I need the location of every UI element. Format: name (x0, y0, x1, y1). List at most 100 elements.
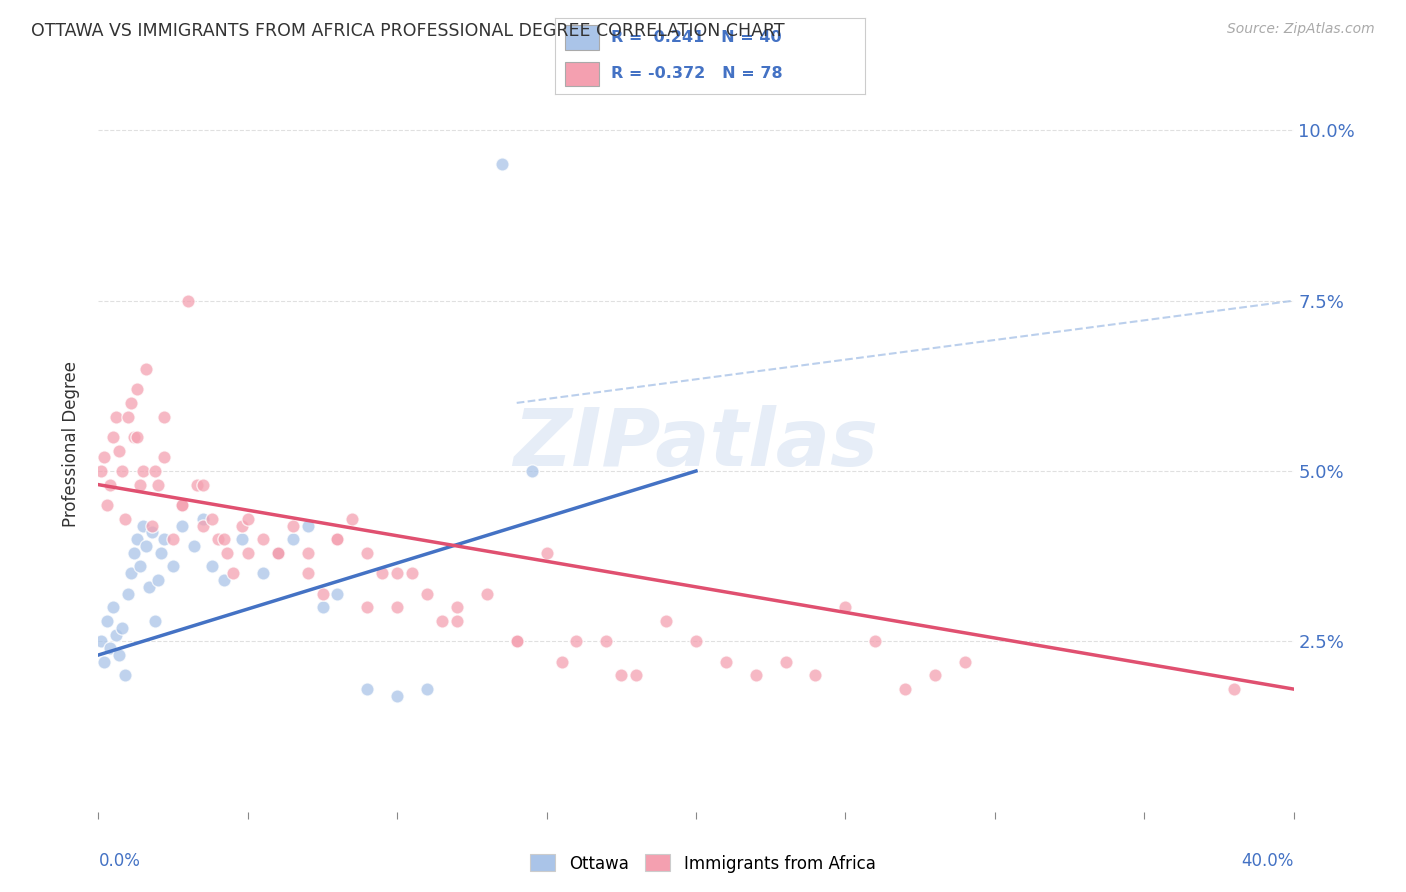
Point (326, 587, 349, 601)
Point (93, 655, 115, 669)
Point (446, 614, 468, 628)
Point (153, 450, 176, 465)
Point (520, 464, 543, 478)
Point (162, 532, 184, 546)
Point (385, 600, 409, 615)
Point (212, 532, 235, 546)
Y-axis label: Professional Degree: Professional Degree (62, 360, 80, 527)
Point (108, 443, 131, 458)
Point (311, 600, 333, 615)
Point (153, 532, 176, 546)
Text: ZIPatlas: ZIPatlas (513, 405, 879, 483)
Point (356, 546, 378, 560)
Point (775, 655, 797, 669)
Point (550, 655, 572, 669)
Point (127, 532, 149, 546)
Point (953, 655, 976, 669)
Text: R =  0.241   N = 40: R = 0.241 N = 40 (612, 29, 782, 45)
Point (186, 477, 208, 491)
Point (595, 634, 617, 648)
Point (215, 546, 238, 560)
Point (96, 614, 118, 628)
Point (141, 518, 163, 533)
Point (111, 621, 134, 635)
Point (127, 430, 149, 444)
Point (114, 512, 136, 526)
Point (297, 546, 319, 560)
Point (98, 477, 122, 491)
Point (117, 409, 139, 424)
Point (342, 512, 364, 526)
Point (297, 566, 319, 581)
Point (143, 464, 166, 478)
Point (565, 634, 588, 648)
Point (804, 668, 827, 682)
Point (143, 614, 166, 628)
Point (385, 689, 409, 703)
Point (120, 566, 142, 581)
Point (1223, 681, 1246, 696)
Point (281, 532, 304, 546)
Point (297, 518, 319, 533)
Point (267, 546, 290, 560)
Point (267, 546, 290, 560)
Point (252, 566, 274, 581)
Point (172, 518, 194, 533)
Point (745, 668, 768, 682)
Point (124, 546, 146, 560)
Point (371, 566, 394, 581)
Text: 40.0%: 40.0% (1241, 852, 1294, 871)
Point (326, 532, 349, 546)
Point (212, 573, 235, 587)
Point (90, 634, 112, 648)
Text: Source: ZipAtlas.com: Source: ZipAtlas.com (1227, 22, 1375, 37)
Point (326, 532, 349, 546)
Text: R = -0.372   N = 78: R = -0.372 N = 78 (612, 66, 783, 81)
Text: 0.0%: 0.0% (98, 852, 141, 871)
Point (894, 681, 917, 696)
Point (430, 614, 453, 628)
Point (135, 361, 157, 376)
Point (401, 566, 423, 581)
Point (114, 668, 136, 682)
Point (236, 512, 259, 526)
Point (172, 498, 194, 512)
Point (117, 587, 139, 601)
Point (120, 396, 142, 410)
Point (536, 546, 558, 560)
Point (103, 430, 125, 444)
Point (222, 566, 245, 581)
Point (96, 498, 118, 512)
Point (172, 498, 194, 512)
Point (191, 512, 214, 526)
Point (446, 600, 468, 615)
Point (105, 627, 128, 641)
Point (150, 546, 173, 560)
Point (506, 634, 529, 648)
Point (834, 600, 856, 615)
Point (610, 668, 633, 682)
Point (416, 587, 439, 601)
Point (191, 477, 214, 491)
Point (231, 518, 253, 533)
Point (311, 587, 333, 601)
Point (267, 546, 290, 560)
Point (865, 634, 887, 648)
Point (132, 464, 155, 478)
Point (655, 614, 678, 628)
Point (153, 409, 176, 424)
Point (207, 532, 229, 546)
Point (90, 464, 112, 478)
Point (475, 587, 498, 601)
Point (685, 634, 707, 648)
Point (924, 668, 946, 682)
Point (141, 525, 163, 540)
Point (252, 532, 274, 546)
Point (714, 655, 737, 669)
Point (127, 382, 149, 396)
Point (236, 546, 259, 560)
Point (626, 668, 648, 682)
Point (108, 648, 131, 662)
Point (148, 477, 170, 491)
Bar (565, 26, 599, 50)
